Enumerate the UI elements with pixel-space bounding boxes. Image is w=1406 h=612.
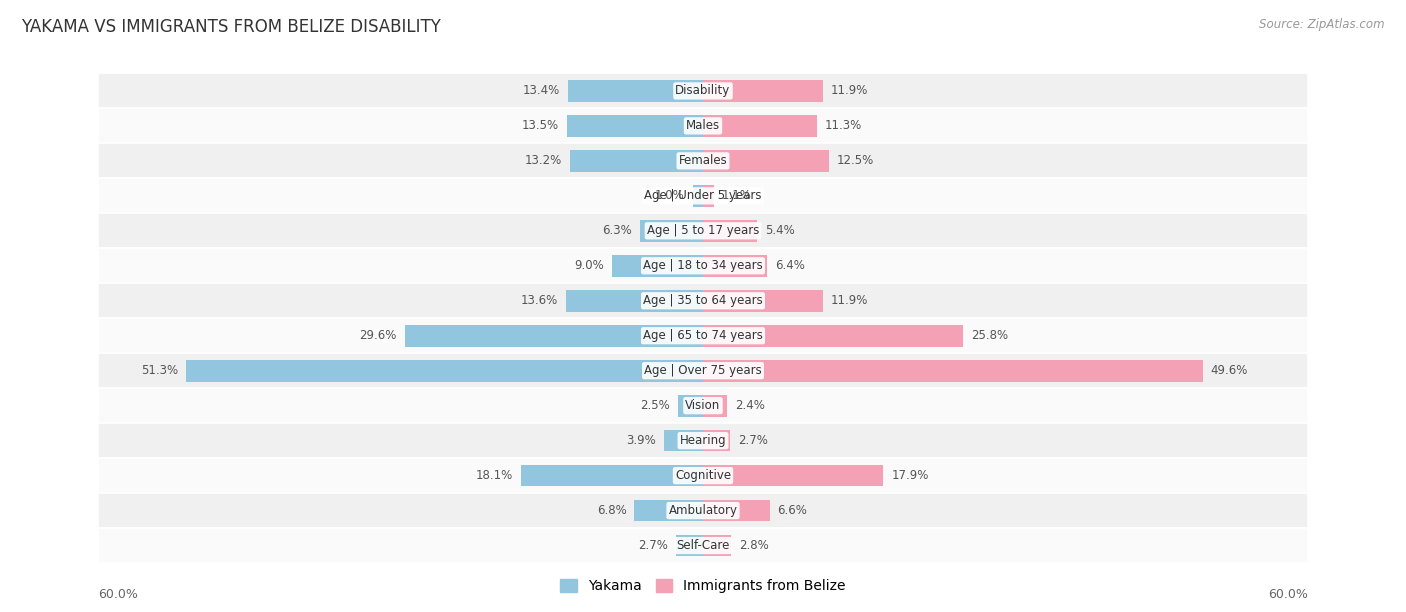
Bar: [568, 80, 703, 102]
Text: Cognitive: Cognitive: [675, 469, 731, 482]
Bar: [98, 528, 1308, 563]
Text: 13.5%: 13.5%: [522, 119, 560, 132]
Bar: [664, 430, 703, 452]
Bar: [703, 290, 823, 312]
Bar: [98, 493, 1308, 528]
Text: Self-Care: Self-Care: [676, 539, 730, 552]
Bar: [98, 248, 1308, 283]
Text: 60.0%: 60.0%: [1268, 588, 1308, 600]
Text: 11.9%: 11.9%: [831, 84, 869, 97]
Bar: [569, 150, 703, 172]
Bar: [634, 500, 703, 521]
Bar: [703, 430, 730, 452]
Text: 6.6%: 6.6%: [778, 504, 807, 517]
Text: 2.7%: 2.7%: [738, 434, 768, 447]
Text: 5.4%: 5.4%: [765, 225, 796, 237]
Text: 49.6%: 49.6%: [1211, 364, 1249, 377]
Bar: [703, 115, 817, 136]
Text: Age | 35 to 64 years: Age | 35 to 64 years: [643, 294, 763, 307]
Text: YAKAMA VS IMMIGRANTS FROM BELIZE DISABILITY: YAKAMA VS IMMIGRANTS FROM BELIZE DISABIL…: [21, 18, 441, 36]
Text: 25.8%: 25.8%: [972, 329, 1008, 342]
Bar: [703, 185, 714, 207]
Text: 13.6%: 13.6%: [520, 294, 558, 307]
Text: 2.5%: 2.5%: [640, 399, 669, 412]
Text: Age | 5 to 17 years: Age | 5 to 17 years: [647, 225, 759, 237]
Text: 60.0%: 60.0%: [98, 588, 138, 600]
Bar: [676, 535, 703, 556]
Text: Age | 18 to 34 years: Age | 18 to 34 years: [643, 259, 763, 272]
Text: Females: Females: [679, 154, 727, 167]
Bar: [98, 178, 1308, 214]
Bar: [98, 108, 1308, 143]
Bar: [703, 535, 731, 556]
Bar: [703, 150, 830, 172]
Text: 2.8%: 2.8%: [740, 539, 769, 552]
Bar: [703, 255, 768, 277]
Bar: [703, 465, 883, 487]
Text: 3.9%: 3.9%: [626, 434, 655, 447]
Text: Hearing: Hearing: [679, 434, 727, 447]
Bar: [703, 220, 758, 242]
Text: Ambulatory: Ambulatory: [668, 504, 738, 517]
Text: Vision: Vision: [685, 399, 721, 412]
Text: 17.9%: 17.9%: [891, 469, 929, 482]
Bar: [703, 360, 1202, 381]
Text: 6.8%: 6.8%: [596, 504, 627, 517]
Bar: [98, 143, 1308, 178]
Text: 6.4%: 6.4%: [776, 259, 806, 272]
Text: 12.5%: 12.5%: [837, 154, 875, 167]
Text: Disability: Disability: [675, 84, 731, 97]
Bar: [693, 185, 703, 207]
Text: 1.0%: 1.0%: [655, 189, 685, 203]
Text: 1.1%: 1.1%: [723, 189, 752, 203]
Legend: Yakama, Immigrants from Belize: Yakama, Immigrants from Belize: [554, 574, 852, 599]
Text: Age | Under 5 years: Age | Under 5 years: [644, 189, 762, 203]
Text: 6.3%: 6.3%: [602, 225, 631, 237]
Bar: [405, 325, 703, 346]
Bar: [567, 290, 703, 312]
Bar: [98, 353, 1308, 388]
Text: Source: ZipAtlas.com: Source: ZipAtlas.com: [1260, 18, 1385, 31]
Bar: [703, 80, 823, 102]
Bar: [703, 395, 727, 417]
Text: 11.3%: 11.3%: [825, 119, 862, 132]
Bar: [640, 220, 703, 242]
Bar: [98, 318, 1308, 353]
Bar: [98, 283, 1308, 318]
Bar: [520, 465, 703, 487]
Text: 11.9%: 11.9%: [831, 294, 869, 307]
Bar: [98, 388, 1308, 423]
Text: 29.6%: 29.6%: [360, 329, 396, 342]
Bar: [98, 458, 1308, 493]
Text: 2.4%: 2.4%: [735, 399, 765, 412]
Text: 9.0%: 9.0%: [575, 259, 605, 272]
Text: Age | 65 to 74 years: Age | 65 to 74 years: [643, 329, 763, 342]
Bar: [703, 500, 769, 521]
Text: Males: Males: [686, 119, 720, 132]
Bar: [98, 73, 1308, 108]
Text: 13.2%: 13.2%: [524, 154, 562, 167]
Bar: [98, 423, 1308, 458]
Text: 2.7%: 2.7%: [638, 539, 668, 552]
Bar: [186, 360, 703, 381]
Bar: [678, 395, 703, 417]
Text: 13.4%: 13.4%: [523, 84, 560, 97]
Bar: [98, 214, 1308, 248]
Text: 18.1%: 18.1%: [475, 469, 513, 482]
Bar: [613, 255, 703, 277]
Bar: [703, 325, 963, 346]
Text: Age | Over 75 years: Age | Over 75 years: [644, 364, 762, 377]
Text: 51.3%: 51.3%: [141, 364, 179, 377]
Bar: [567, 115, 703, 136]
